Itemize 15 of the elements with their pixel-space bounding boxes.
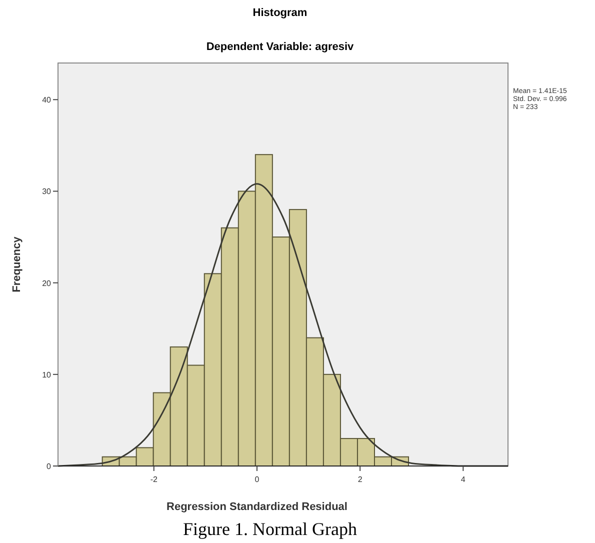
chart-subtitle: Dependent Variable: agresiv [206, 41, 355, 53]
x-axis-title: Regression Standardized Residual [166, 501, 348, 513]
y-axis-title: Frequency [11, 236, 23, 292]
line-series [57, 183, 509, 467]
y-tick-label: 40 [42, 96, 52, 105]
x-tick-label: 2 [358, 475, 363, 484]
y-tick-label: 20 [42, 278, 52, 288]
y-tick-label: 30 [42, 187, 52, 196]
x-tick-label: -2 [150, 475, 158, 484]
chart-title: Histogram [252, 7, 308, 19]
x-tick-label: 0 [254, 475, 260, 484]
caption: Figure 1. Normal Graph [183, 519, 357, 539]
y-tick-label: 10 [42, 370, 52, 380]
x-tick-label: 4 [460, 475, 466, 484]
y-tick-label: 0 [46, 462, 52, 471]
